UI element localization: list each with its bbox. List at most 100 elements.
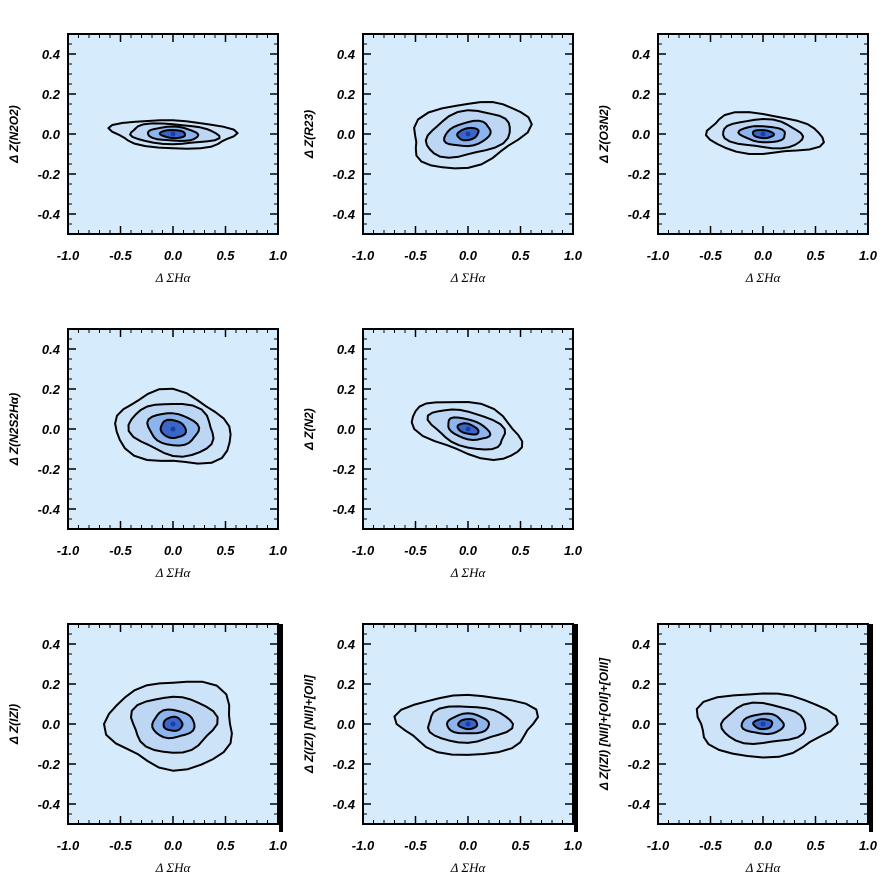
x-tick-label: -1.0: [647, 838, 670, 853]
x-tick-label: 1.0: [564, 543, 583, 558]
y-axis-label: Δ Z(IZI) [NII]+[OII]: [302, 674, 316, 774]
x-tick-label: 1.0: [269, 543, 288, 558]
panel-5: -1.0 -0.5 0.0 0.5 1.0 -0.4 -0.2 0.0 0.2 0.4 Δ ΣHα Δ…: [302, 328, 583, 580]
y-tick-label: 0.4: [42, 342, 61, 357]
y-axis-label: Δ Z(N2O2): [7, 105, 21, 164]
y-tick-label: 0.4: [42, 637, 61, 652]
y-tick-label: -0.4: [333, 502, 356, 517]
y-tick-label: -0.4: [628, 797, 651, 812]
panel-edge-strip: [574, 624, 578, 832]
peak-marker: [465, 721, 471, 727]
x-axis-label: Δ ΣHα: [155, 270, 192, 285]
y-tick-label: 0.2: [337, 382, 356, 397]
y-tick-label: 0.4: [632, 47, 651, 62]
x-axis-label: Δ ΣHα: [155, 860, 192, 875]
x-tick-label: 0.0: [459, 838, 478, 853]
x-tick-label: 0.5: [511, 248, 530, 263]
x-tick-label: 0.5: [511, 543, 530, 558]
x-tick-label: -1.0: [352, 838, 375, 853]
y-tick-label: 0.2: [632, 87, 651, 102]
peak-marker: [170, 721, 176, 727]
x-axis-label: Δ ΣHα: [450, 565, 487, 580]
x-tick-label: 0.0: [164, 543, 183, 558]
panel-8: -1.0 -0.5 0.0 0.5 1.0 -0.4 -0.2 0.0 0.2 0.4 Δ ΣHα Δ…: [597, 623, 878, 875]
x-tick-label: -0.5: [109, 248, 132, 263]
x-tick-label: 1.0: [269, 248, 288, 263]
y-tick-label: -0.2: [38, 757, 61, 772]
y-tick-label: 0.2: [42, 87, 61, 102]
y-tick-label: 0.2: [632, 677, 651, 692]
y-tick-label: 0.4: [337, 342, 356, 357]
x-tick-label: 0.5: [216, 543, 235, 558]
x-tick-label: -0.5: [699, 838, 722, 853]
y-tick-label: 0.0: [42, 717, 61, 732]
y-tick-label: -0.4: [628, 207, 651, 222]
y-axis-label: Δ Z(N2): [302, 408, 316, 451]
y-tick-label: -0.2: [333, 167, 356, 182]
x-tick-label: 0.5: [511, 838, 530, 853]
y-tick-label: -0.2: [38, 462, 61, 477]
x-tick-label: 0.0: [754, 248, 773, 263]
panel-edge-strip: [869, 624, 873, 832]
x-tick-label: 0.0: [164, 838, 183, 853]
y-axis-label: Δ Z(O3N2): [597, 105, 611, 164]
x-tick-label: -0.5: [404, 543, 427, 558]
panel-4: -1.0 -0.5 0.0 0.5 1.0 -0.4 -0.2 0.0 0.2 0.4 Δ ΣHα Δ…: [7, 328, 288, 580]
x-tick-label: 1.0: [859, 838, 878, 853]
x-tick-label: -1.0: [647, 248, 670, 263]
x-tick-label: -1.0: [57, 543, 80, 558]
x-axis-label: Δ ΣHα: [155, 565, 192, 580]
y-tick-label: -0.2: [333, 757, 356, 772]
panel-6: -1.0 -0.5 0.0 0.5 1.0 -0.4 -0.2 0.0 0.2 0.4 Δ ΣHα Δ…: [7, 623, 288, 875]
x-axis-label: Δ ΣHα: [450, 270, 487, 285]
y-tick-label: 0.2: [337, 677, 356, 692]
y-tick-label: -0.2: [628, 167, 651, 182]
y-tick-label: -0.4: [333, 207, 356, 222]
x-tick-label: -1.0: [57, 838, 80, 853]
peak-marker: [170, 131, 176, 137]
y-tick-label: 0.0: [337, 717, 356, 732]
y-tick-label: 0.0: [337, 422, 356, 437]
x-tick-label: 0.0: [459, 543, 478, 558]
x-tick-label: 0.5: [806, 248, 825, 263]
x-tick-label: 1.0: [859, 248, 878, 263]
panel-7: -1.0 -0.5 0.0 0.5 1.0 -0.4 -0.2 0.0 0.2 0.4 Δ ΣHα Δ…: [302, 623, 583, 875]
y-tick-label: 0.0: [42, 127, 61, 142]
y-tick-label: -0.4: [38, 502, 61, 517]
x-axis-label: Δ ΣHα: [450, 860, 487, 875]
x-tick-label: -0.5: [699, 248, 722, 263]
panel-3: -1.0 -0.5 0.0 0.5 1.0 -0.4 -0.2 0.0 0.2 0.4 Δ ΣHα Δ…: [597, 33, 878, 285]
peak-marker: [760, 131, 766, 137]
x-tick-label: -0.5: [109, 543, 132, 558]
panel-edge-strip: [279, 624, 283, 832]
x-tick-label: -1.0: [352, 543, 375, 558]
y-tick-label: 0.4: [337, 637, 356, 652]
y-axis-label: Δ Z(IZI) [NII]+[OII]+[OIII]: [597, 657, 611, 791]
y-tick-label: 0.2: [42, 382, 61, 397]
x-axis-label: Δ ΣHα: [745, 270, 782, 285]
y-tick-label: 0.0: [42, 422, 61, 437]
x-tick-label: 0.5: [806, 838, 825, 853]
x-tick-label: 0.0: [164, 248, 183, 263]
y-tick-label: -0.4: [38, 797, 61, 812]
x-tick-label: -1.0: [352, 248, 375, 263]
y-tick-label: -0.4: [333, 797, 356, 812]
x-tick-label: 0.0: [459, 248, 478, 263]
y-tick-label: -0.4: [38, 207, 61, 222]
panel-2: -1.0 -0.5 0.0 0.5 1.0 -0.4 -0.2 0.0 0.2 0.4 Δ ΣHα Δ…: [302, 33, 583, 285]
y-tick-label: -0.2: [38, 167, 61, 182]
x-axis-label: Δ ΣHα: [745, 860, 782, 875]
x-tick-label: -0.5: [404, 248, 427, 263]
x-tick-label: -0.5: [109, 838, 132, 853]
panel-1: -1.0 -0.5 0.0 0.5 1.0 -0.4 -0.2 0.0 0.2 0.4 Δ ΣHα Δ…: [7, 33, 288, 285]
y-tick-label: 0.0: [632, 127, 651, 142]
y-tick-label: 0.4: [42, 47, 61, 62]
y-tick-label: 0.4: [632, 637, 651, 652]
x-tick-label: 1.0: [564, 838, 583, 853]
y-tick-label: 0.0: [632, 717, 651, 732]
x-tick-label: 1.0: [269, 838, 288, 853]
x-tick-label: -1.0: [57, 248, 80, 263]
peak-marker: [760, 721, 766, 727]
y-tick-label: -0.2: [333, 462, 356, 477]
